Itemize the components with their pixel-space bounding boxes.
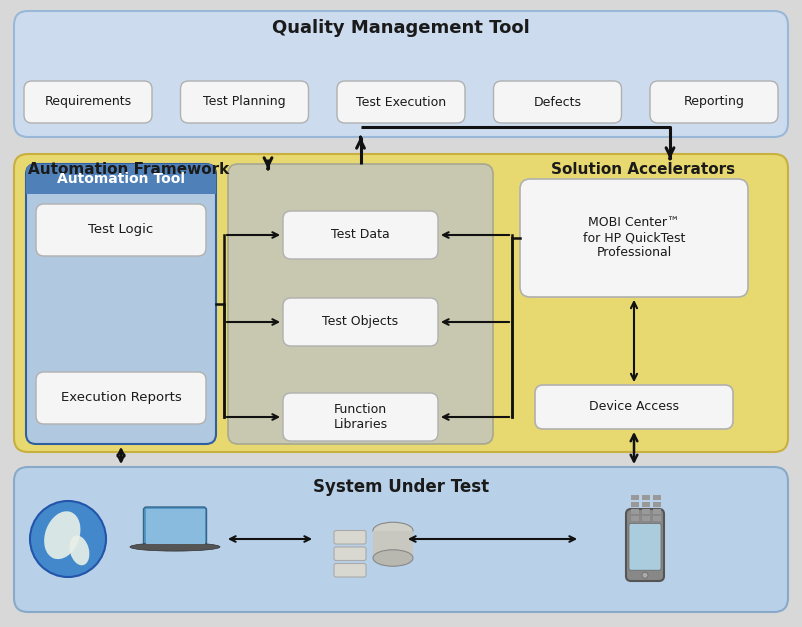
- FancyBboxPatch shape: [180, 81, 309, 123]
- Text: Test Objects: Test Objects: [322, 315, 399, 329]
- FancyBboxPatch shape: [36, 204, 206, 256]
- Bar: [654, 502, 662, 507]
- Text: Automation Tool: Automation Tool: [57, 172, 185, 186]
- FancyBboxPatch shape: [337, 81, 465, 123]
- Ellipse shape: [373, 550, 413, 566]
- FancyBboxPatch shape: [535, 385, 733, 429]
- FancyBboxPatch shape: [36, 372, 206, 424]
- FancyBboxPatch shape: [144, 507, 206, 545]
- FancyBboxPatch shape: [14, 11, 788, 137]
- FancyBboxPatch shape: [629, 524, 661, 570]
- Text: Requirements: Requirements: [44, 95, 132, 108]
- FancyBboxPatch shape: [334, 530, 366, 544]
- Bar: [654, 516, 662, 521]
- FancyBboxPatch shape: [650, 81, 778, 123]
- Circle shape: [642, 572, 648, 578]
- Circle shape: [30, 501, 106, 577]
- Ellipse shape: [373, 522, 413, 539]
- Bar: [642, 502, 650, 507]
- FancyBboxPatch shape: [14, 467, 788, 612]
- FancyBboxPatch shape: [26, 164, 216, 194]
- FancyBboxPatch shape: [493, 81, 622, 123]
- Text: Execution Reports: Execution Reports: [61, 391, 181, 404]
- Bar: [642, 509, 650, 514]
- Text: Quality Management Tool: Quality Management Tool: [272, 19, 530, 37]
- FancyBboxPatch shape: [283, 298, 438, 346]
- Ellipse shape: [130, 543, 220, 551]
- Bar: [631, 495, 639, 500]
- Bar: [373, 530, 413, 558]
- Bar: [631, 509, 639, 514]
- Text: Test Logic: Test Logic: [88, 223, 154, 236]
- FancyBboxPatch shape: [228, 164, 493, 444]
- Text: System Under Test: System Under Test: [313, 478, 489, 496]
- Bar: [631, 502, 639, 507]
- FancyBboxPatch shape: [283, 393, 438, 441]
- Text: Function
Libraries: Function Libraries: [334, 403, 387, 431]
- Text: Solution Accelerators: Solution Accelerators: [551, 162, 735, 176]
- Text: MOBI Center™
for HP QuickTest
Professional: MOBI Center™ for HP QuickTest Profession…: [583, 216, 685, 260]
- Bar: [26, 179, 216, 194]
- Bar: [631, 516, 639, 521]
- Text: Reporting: Reporting: [683, 95, 744, 108]
- Text: Test Planning: Test Planning: [203, 95, 286, 108]
- FancyBboxPatch shape: [334, 547, 366, 561]
- FancyBboxPatch shape: [24, 81, 152, 123]
- FancyBboxPatch shape: [334, 564, 366, 577]
- Text: Test Execution: Test Execution: [356, 95, 446, 108]
- Bar: [654, 509, 662, 514]
- Text: Defects: Defects: [533, 95, 581, 108]
- Bar: [145, 509, 205, 544]
- FancyBboxPatch shape: [626, 509, 664, 581]
- FancyBboxPatch shape: [14, 154, 788, 452]
- Ellipse shape: [44, 511, 80, 559]
- FancyBboxPatch shape: [520, 179, 748, 297]
- Text: Automation Framework: Automation Framework: [28, 162, 229, 176]
- Bar: [642, 516, 650, 521]
- Bar: [642, 495, 650, 500]
- FancyBboxPatch shape: [26, 164, 216, 444]
- Text: Device Access: Device Access: [589, 401, 679, 413]
- Text: Test Data: Test Data: [331, 228, 390, 241]
- Ellipse shape: [70, 535, 89, 566]
- FancyBboxPatch shape: [283, 211, 438, 259]
- Bar: [654, 495, 662, 500]
